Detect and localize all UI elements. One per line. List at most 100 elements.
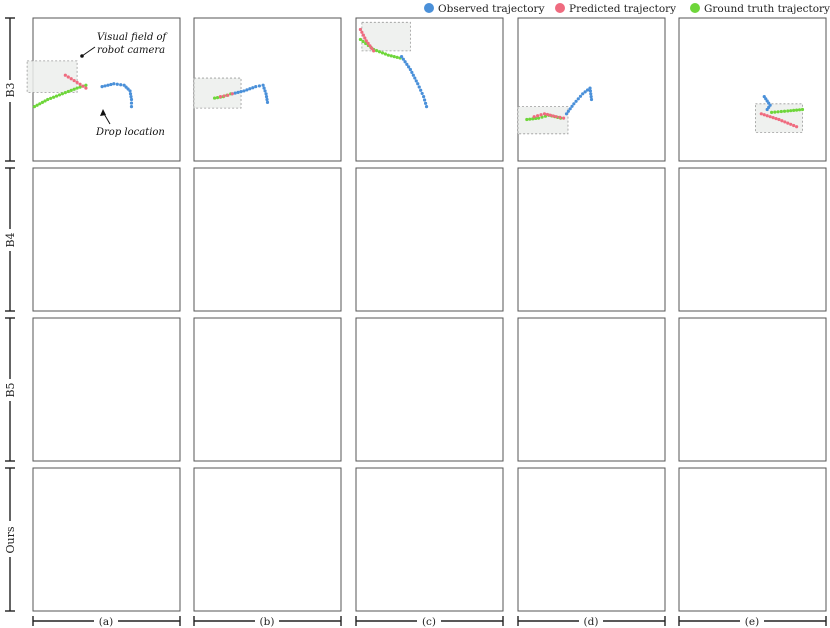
observed-point [564, 112, 569, 116]
observed-point [588, 89, 592, 93]
panel-frame [678, 467, 827, 612]
column-label-e: (e) [745, 616, 759, 628]
ground-truth-point [72, 87, 76, 91]
column-brackets: (a) (b) (c) (d) (e) [32, 613, 827, 628]
predicted-point [762, 113, 766, 117]
observed-point [765, 107, 769, 112]
ground-truth-point [57, 93, 62, 97]
panels-layer [26, 21, 805, 135]
ground-truth-point [800, 107, 805, 112]
predicted-point [554, 115, 558, 119]
predicted-point [795, 125, 799, 129]
panel-r0-c3 [517, 86, 594, 135]
predicted-point [78, 82, 82, 86]
observed-point [399, 55, 404, 59]
observed-point [416, 82, 420, 86]
panel-frame [32, 467, 181, 612]
panel-r0-c4 [755, 95, 805, 133]
observed-point [414, 79, 418, 83]
predicted-point [789, 122, 793, 126]
row-bracket-b3: B3 [3, 17, 17, 162]
ground-truth-point [32, 105, 37, 109]
row-label-b5: B5 [4, 382, 17, 397]
column-label-b: (b) [260, 616, 275, 628]
predicted-point [72, 78, 76, 83]
ground-truth-point [786, 109, 790, 113]
ground-truth-point [782, 109, 787, 113]
observed-point [242, 89, 246, 93]
predicted-point [358, 27, 363, 32]
panel-frame [678, 17, 827, 162]
observed-point [265, 97, 269, 102]
observed-point [589, 95, 593, 99]
ground-truth-point [383, 52, 387, 56]
predicted-point [363, 36, 367, 40]
observed-point [100, 85, 104, 89]
predicted-point [360, 30, 364, 34]
ground-truth-point [374, 49, 379, 53]
predicted-point [539, 113, 543, 117]
observed-point [423, 101, 428, 105]
observed-point [568, 107, 572, 111]
column-bracket-e: (e) [678, 613, 827, 628]
predicted-point [551, 114, 555, 118]
panel-frame [193, 467, 342, 612]
predicted-point [759, 112, 763, 116]
ground-truth-point [40, 100, 45, 104]
column-label-d: (d) [584, 616, 599, 628]
observed-point [403, 60, 407, 64]
observed-point [422, 95, 426, 99]
annotation-visual-field-line1: Visual field of [97, 32, 169, 43]
ground-truth-point [377, 50, 382, 54]
predicted-point [774, 116, 778, 121]
observed-point [408, 67, 412, 72]
observed-point [588, 86, 592, 90]
ground-truth-point [770, 110, 774, 114]
predicted-point [368, 44, 372, 48]
predicted-point [536, 114, 540, 118]
predicted-point [561, 116, 566, 120]
predicted-point [545, 112, 550, 117]
row-label-b3: B3 [4, 82, 17, 97]
panel-frame [193, 167, 342, 312]
predicted-point [786, 121, 790, 125]
ground-truth-point [35, 103, 39, 107]
observed-point [420, 91, 424, 96]
observed-point [251, 86, 255, 90]
observed-point [589, 92, 593, 96]
predicted-point [63, 73, 67, 77]
predicted-point [370, 46, 374, 50]
observed-point [261, 83, 265, 87]
predicted-point [69, 77, 73, 81]
row-bracket-b5: B5 [3, 317, 17, 462]
observed-point [129, 97, 134, 102]
observed-point [583, 90, 587, 94]
observed-point [257, 84, 262, 88]
observed-point [589, 97, 594, 102]
column-bracket-c: (c) [355, 613, 504, 628]
ground-truth-point [212, 96, 217, 100]
observed-point [239, 90, 243, 94]
ground-truth-point [43, 99, 47, 103]
ground-truth-point [69, 88, 73, 92]
observed-point [263, 89, 267, 93]
ground-truth-point [46, 97, 50, 102]
predicted-point [230, 92, 234, 96]
observed-point [106, 83, 110, 87]
ground-truth-point [63, 91, 67, 95]
predicted-point [777, 117, 781, 122]
ground-truth-point [358, 37, 363, 42]
ground-truth-point [361, 39, 365, 44]
row-brackets: B3 B4 B5 Ours [3, 17, 17, 612]
ground-truth-point [84, 83, 88, 87]
observed-point [129, 101, 134, 105]
legend-predicted-marker [555, 3, 565, 13]
ground-truth-point [792, 108, 796, 112]
ground-truth-point [389, 54, 393, 58]
observed-point [264, 92, 268, 96]
predicted-point [558, 115, 562, 119]
predicted-point [66, 75, 70, 79]
panel-frame [355, 317, 504, 462]
observed-point [128, 92, 133, 96]
panel-frame [355, 467, 504, 612]
